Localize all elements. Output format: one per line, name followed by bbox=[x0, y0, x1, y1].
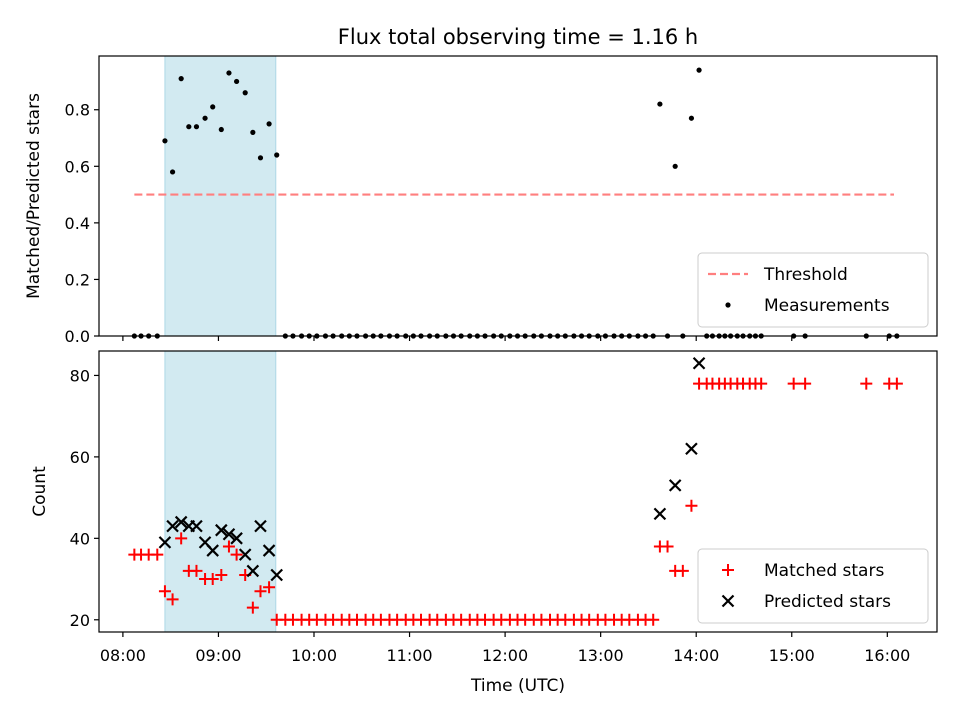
measurement-point bbox=[266, 121, 272, 127]
measurement-point bbox=[210, 104, 216, 110]
legend-marker-swatch bbox=[725, 302, 731, 308]
matched-star-point bbox=[151, 548, 164, 561]
predicted-star-point bbox=[653, 507, 667, 521]
measurement-point bbox=[169, 169, 176, 175]
matched-star-point bbox=[890, 377, 903, 390]
matched-star-point bbox=[246, 601, 259, 614]
predicted-star-point bbox=[174, 515, 188, 529]
predicted-star-point bbox=[158, 536, 172, 549]
legend-label: Predicted stars bbox=[764, 592, 891, 612]
matched-star-point bbox=[860, 377, 873, 390]
measurement-point bbox=[202, 115, 208, 121]
y-tick-label: 0.4 bbox=[65, 214, 90, 233]
y-tick-label: 0.8 bbox=[65, 101, 90, 120]
legend: Matched stars Predicted stars bbox=[697, 548, 929, 624]
y-tick-label: 0.0 bbox=[65, 327, 90, 346]
axes-frame bbox=[98, 350, 938, 633]
x-tick-label: 08:00 bbox=[100, 646, 146, 665]
legend-box bbox=[697, 252, 929, 328]
measurement-point bbox=[274, 152, 280, 158]
y-tick-label: 0.2 bbox=[65, 270, 90, 289]
measurement-point bbox=[688, 115, 695, 121]
predicted-star-point bbox=[254, 519, 267, 533]
x-tick-label: 10:00 bbox=[291, 646, 337, 665]
x-tick-label: 15:00 bbox=[769, 646, 815, 665]
matched-star-point bbox=[230, 548, 243, 561]
predicted-star-point bbox=[668, 479, 682, 492]
legend: Threshold Measurements bbox=[697, 252, 929, 328]
matched-star-point bbox=[206, 573, 219, 586]
matched-star-point bbox=[685, 499, 698, 512]
matched-star-point bbox=[254, 585, 267, 598]
matched-star-point bbox=[222, 540, 235, 553]
x-tick-label: 12:00 bbox=[482, 646, 528, 665]
measurement-point bbox=[193, 124, 200, 130]
axes-frame bbox=[98, 55, 938, 337]
matched-star-point bbox=[158, 585, 171, 598]
legend-label: Matched stars bbox=[764, 561, 884, 581]
matched-star-point bbox=[787, 377, 800, 390]
observing-window-band bbox=[164, 350, 277, 633]
y-axis-label: Matched/Predicted stars bbox=[24, 93, 44, 299]
x-tick-label: 11:00 bbox=[386, 646, 432, 665]
matched-star-point bbox=[799, 377, 812, 390]
predicted-star-point bbox=[166, 519, 179, 533]
legend-box bbox=[697, 548, 929, 624]
measurement-point bbox=[242, 90, 248, 96]
bottom-panel: 20 40 60 80 08:00 09:00 10:00 11:00 12:00 13:00 14… bbox=[30, 350, 938, 665]
measurement-point bbox=[233, 78, 240, 85]
x-tick-label: 13:00 bbox=[578, 646, 624, 665]
predicted-star-point bbox=[685, 442, 698, 456]
matched-star-point bbox=[661, 540, 674, 553]
measurement-point bbox=[250, 129, 256, 135]
measurement-point bbox=[162, 138, 168, 144]
measurement-point bbox=[226, 70, 232, 76]
y-axis-label: Count bbox=[30, 466, 50, 517]
legend-marker-swatch bbox=[722, 564, 734, 576]
x-axis-label: Time (UTC) bbox=[470, 676, 565, 696]
matched-star-point bbox=[190, 564, 203, 577]
y-tick-label: 80 bbox=[70, 366, 90, 385]
measurement-point bbox=[672, 163, 678, 169]
y-tick-label: 60 bbox=[70, 448, 90, 467]
x-tick-label: 14:00 bbox=[673, 646, 719, 665]
y-tick-label: 20 bbox=[70, 611, 90, 630]
matched-star-point bbox=[755, 377, 768, 390]
legend-label: Measurements bbox=[764, 296, 890, 316]
predicted-star-point bbox=[246, 564, 260, 578]
predicted-star-point bbox=[270, 568, 284, 582]
measurement-point bbox=[657, 101, 663, 107]
legend-label: Threshold bbox=[763, 265, 848, 285]
y-tick-label: 0.6 bbox=[65, 157, 90, 176]
measurement-point bbox=[186, 124, 192, 130]
predicted-star-point bbox=[692, 356, 706, 370]
matched-star-point bbox=[166, 593, 179, 606]
predicted-star-point bbox=[206, 544, 219, 557]
matched-star-point bbox=[647, 613, 660, 626]
matched-star-point bbox=[676, 564, 689, 577]
measurement-point bbox=[218, 126, 224, 133]
predicted-star-point bbox=[238, 548, 252, 561]
matched-star-point bbox=[215, 568, 228, 581]
legend-marker-swatch bbox=[721, 594, 735, 608]
measurement-point bbox=[696, 67, 702, 73]
y-tick-label: 40 bbox=[70, 529, 90, 548]
measurement-point bbox=[178, 76, 184, 82]
matched-star-point bbox=[263, 581, 276, 594]
top-panel: 0.0 0.2 0.4 0.6 0.8 Matched/Predicted stars Th… bbox=[24, 55, 938, 346]
predicted-star-point bbox=[230, 532, 243, 545]
x-tick-label: 09:00 bbox=[195, 646, 241, 665]
predicted-star-point bbox=[215, 523, 228, 537]
measurement-point bbox=[257, 155, 264, 161]
x-tick-label: 16:00 bbox=[864, 646, 910, 665]
observing-window-band bbox=[164, 55, 277, 337]
predicted-star-point bbox=[222, 527, 236, 541]
matched-star-point bbox=[175, 532, 188, 545]
predicted-star-point bbox=[262, 544, 276, 557]
chart-title: Flux total observing time = 1.16 h bbox=[338, 25, 698, 49]
predicted-star-point bbox=[190, 519, 203, 533]
